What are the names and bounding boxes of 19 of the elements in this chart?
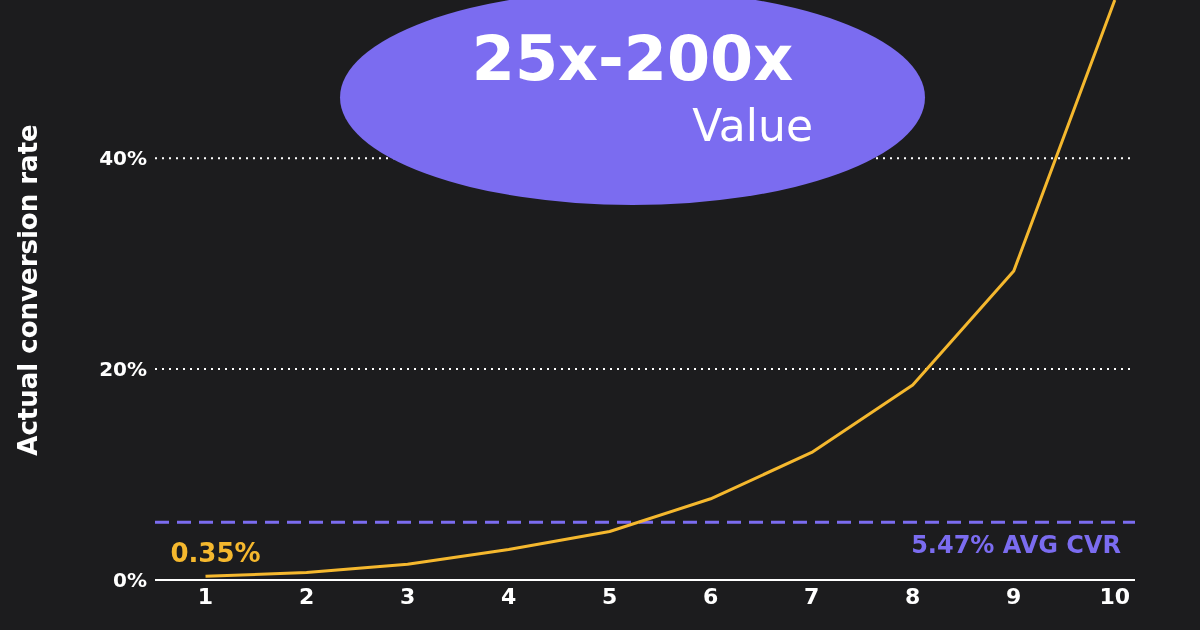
x-tick-label: 5 <box>601 583 618 609</box>
oval-badge: 25x-200x Value <box>340 0 925 205</box>
x-tick-label: 7 <box>804 583 820 609</box>
x-tick-label: 9 <box>1006 583 1022 609</box>
y-tick-label: 40% <box>99 146 147 171</box>
x-tick-label: 4 <box>500 583 517 609</box>
x-tick-label: 6 <box>703 583 719 609</box>
x-tick-label: 3 <box>399 583 416 609</box>
ref-line-label: 5.47% AVG CVR <box>911 531 1121 560</box>
x-tick-label: 10 <box>1099 583 1131 609</box>
x-tick-label: 8 <box>905 583 921 609</box>
x-tick-label: 2 <box>298 583 315 609</box>
annotation: Value <box>692 100 813 151</box>
y-axis-title: Actual conversion rate <box>13 124 44 456</box>
y-tick-label: 20% <box>99 357 147 382</box>
annotation: 25x-200x <box>470 22 795 95</box>
x-tick-label: 1 <box>197 583 214 609</box>
y-tick-label: 0% <box>113 568 147 593</box>
annotation: 0.35% <box>170 538 261 569</box>
